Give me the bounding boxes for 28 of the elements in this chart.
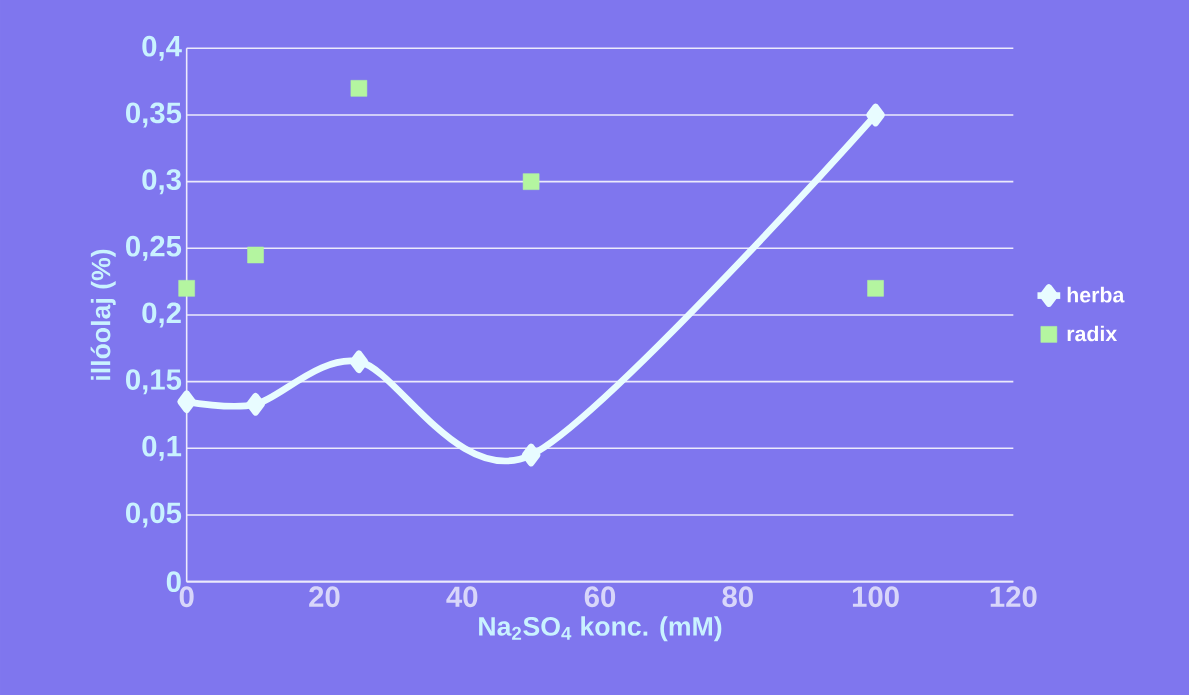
point (247, 246, 264, 264)
point (522, 173, 540, 190)
x-tick-label: 80 (722, 586, 753, 608)
x-tick-label: 40 (446, 586, 478, 608)
x-tick-label: 120 (990, 586, 1037, 608)
point (349, 350, 369, 373)
y-tick-label: 0,1 (142, 435, 182, 461)
point (350, 80, 368, 97)
x-tick-label: 60 (584, 586, 616, 608)
y-tick-label: 0,15 (126, 369, 182, 395)
point (178, 280, 195, 297)
point (246, 392, 265, 416)
y-tick-label: 0,4 (142, 35, 182, 61)
x-tick-label: 100 (852, 586, 899, 608)
y-axis-title: illóolaj (%) (90, 249, 116, 380)
legend-label: herba (1067, 286, 1125, 303)
y-tick-label: 0 (166, 571, 181, 593)
y-tick-label: 0,25 (126, 235, 182, 261)
legend-label: radix (1067, 325, 1118, 342)
x-tick-label: 20 (309, 586, 340, 608)
point (521, 443, 541, 467)
y-tick-label: 0,3 (142, 169, 181, 195)
point (867, 280, 884, 297)
text: Na$_{2}$SO$_{4}$ konc. (mM) (479, 616, 722, 642)
y-tick-label: 0,05 (126, 502, 182, 528)
y-tick-label: 0,35 (126, 102, 182, 128)
point (866, 103, 885, 127)
y-tick-label: 0,2 (142, 302, 181, 328)
